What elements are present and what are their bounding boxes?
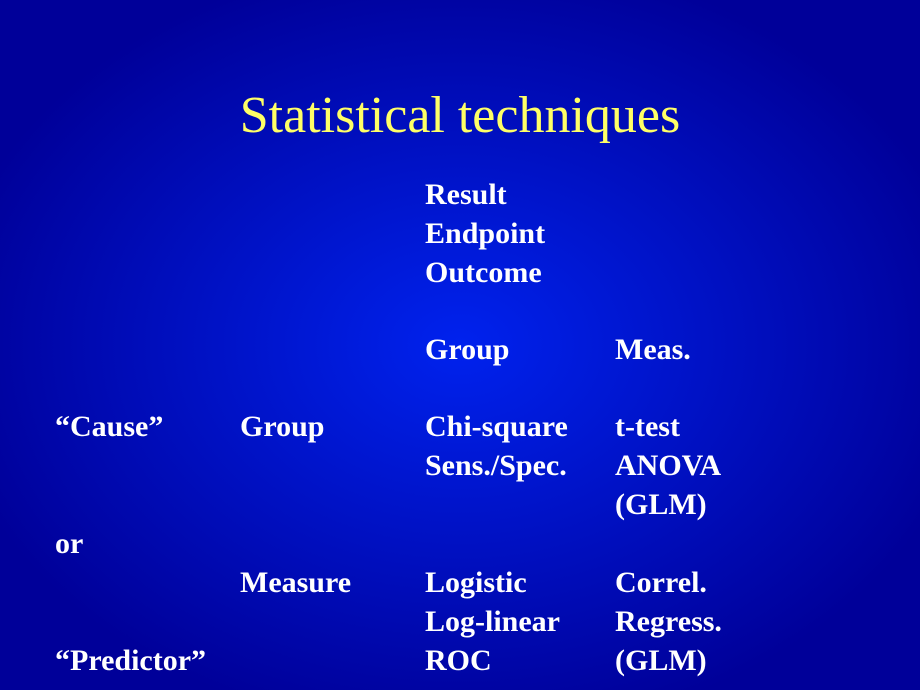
cell-empty [240,485,425,524]
cell-empty [425,524,615,563]
data-row-4: Measure Logistic Correl. [55,563,865,602]
cell-sensspec: Sens./Spec. [425,446,615,485]
header-outcome: Outcome [425,253,615,292]
cell-empty [55,602,240,641]
cell-empty [55,446,240,485]
cell-empty [240,602,425,641]
cell-correl: Correl. [615,563,805,602]
col-label-meas: Meas. [615,330,805,369]
cell-glm1: (GLM) [615,485,805,524]
cell-empty [55,253,240,292]
col-label-group: Group [425,330,615,369]
header-row-3: Outcome [55,253,865,292]
cell-empty [55,563,240,602]
row-label-cause: “Cause” [55,407,240,446]
cell-empty [55,175,240,214]
row-label-or: or [55,524,240,563]
data-row-5: Log-linear Regress. [55,602,865,641]
header-endpoint: Endpoint [425,214,615,253]
cell-ttest: t-test [615,407,805,446]
header-row-1: Result [55,175,865,214]
cell-empty [240,253,425,292]
cell-empty [55,330,240,369]
cell-measure: Measure [240,563,425,602]
slide: Statistical techniques Result Endpoint O… [0,0,920,690]
header-row-2: Endpoint [55,214,865,253]
header-result: Result [425,175,615,214]
spacer [55,369,865,407]
cell-empty [240,524,425,563]
cell-empty [240,446,425,485]
cell-empty [615,175,805,214]
cell-empty [615,214,805,253]
spacer [55,292,865,330]
slide-content: Result Endpoint Outcome Group Meas. “Cau… [55,175,865,680]
data-row-2: (GLM) [55,485,865,524]
cell-chisquare: Chi-square [425,407,615,446]
cell-empty [240,641,425,680]
cell-empty [55,214,240,253]
cell-empty [240,175,425,214]
cell-regress: Regress. [615,602,805,641]
cell-anova: ANOVA [615,446,805,485]
slide-title: Statistical techniques [0,0,920,185]
cell-empty [615,524,805,563]
cell-logistic: Logistic [425,563,615,602]
cell-group: Group [240,407,425,446]
cell-roc: ROC [425,641,615,680]
data-row-0: “Cause” Group Chi-square t-test [55,407,865,446]
cell-loglinear: Log-linear [425,602,615,641]
data-row-6: “Predictor” ROC (GLM) [55,641,865,680]
data-row-3: or [55,524,865,563]
cell-empty [425,485,615,524]
row-label-predictor: “Predictor” [55,641,240,680]
cell-empty [615,253,805,292]
cell-empty [240,214,425,253]
cell-glm2: (GLM) [615,641,805,680]
data-row-1: Sens./Spec. ANOVA [55,446,865,485]
cell-empty [55,485,240,524]
column-labels-row: Group Meas. [55,330,865,369]
cell-empty [240,330,425,369]
